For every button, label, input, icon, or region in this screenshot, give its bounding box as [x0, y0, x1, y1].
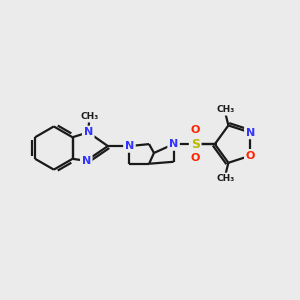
Text: O: O — [190, 153, 200, 163]
Text: N: N — [246, 128, 255, 138]
Text: CH₃: CH₃ — [216, 174, 235, 183]
Text: N: N — [84, 127, 93, 137]
Text: CH₃: CH₃ — [80, 112, 98, 121]
Text: S: S — [191, 138, 200, 151]
Text: O: O — [190, 125, 200, 135]
Text: N: N — [125, 141, 134, 151]
Text: N: N — [82, 156, 91, 166]
Text: O: O — [246, 151, 255, 160]
Text: N: N — [169, 139, 178, 149]
Text: CH₃: CH₃ — [216, 105, 235, 114]
